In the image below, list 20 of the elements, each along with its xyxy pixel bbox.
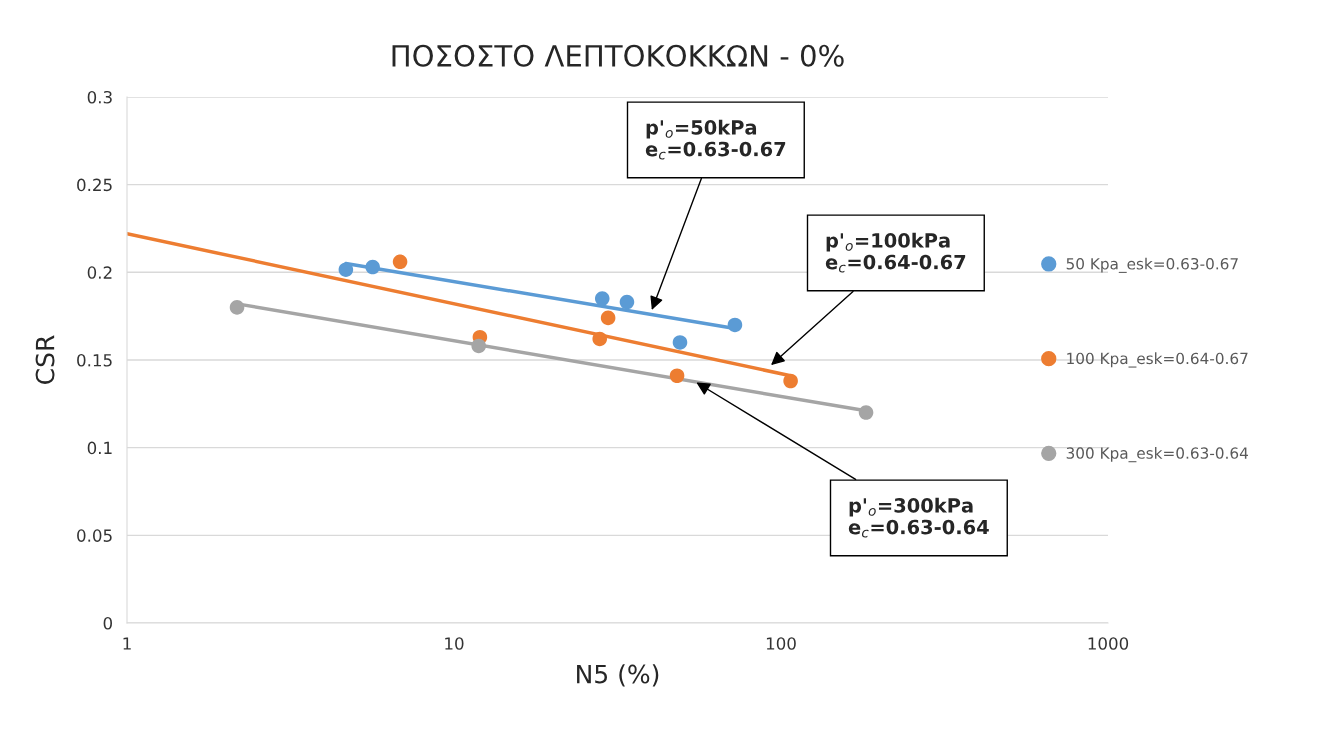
y-axis-title: CSR	[35, 335, 55, 384]
y-tick-label: 0.05	[77, 529, 112, 542]
y-tick-label: 0.3	[87, 90, 112, 104]
y-tick-label: 0.25	[77, 178, 112, 192]
x-axis-title: N5 (%)	[577, 664, 659, 687]
annotation: p'$_{o}$=300kPa e$_{c}$=0.63-0.64	[848, 497, 989, 538]
annotation: p'$_{o}$=50kPa e$_{c}$=0.63-0.67	[645, 119, 786, 160]
y-tick-label: 0.2	[87, 266, 112, 279]
legend-label: 50 Kpa_esk=0.63-0.67	[1066, 257, 1238, 273]
chart-title: ΠΟΣΟΣΤΟ ΛΕΠΤΟΚΟΚΚΩΝ - 0%	[392, 44, 844, 67]
annotation: p'$_{o}$=100kPa e$_{c}$=0.64-0.67	[825, 232, 966, 273]
x-tick-label: 1	[123, 637, 131, 650]
x-tick-label: 10	[445, 637, 464, 650]
y-tick-label: 0.1	[87, 441, 112, 455]
y-tick-label: 0.15	[77, 353, 112, 367]
x-tick-label: 100	[766, 637, 796, 650]
x-tick-label: 1000	[1088, 637, 1129, 650]
y-tick-label: 0	[103, 616, 113, 630]
legend-label: 300 Kpa_esk=0.63-0.64	[1066, 447, 1248, 463]
legend-label: 100 Kpa_esk=0.64-0.67	[1067, 352, 1248, 368]
